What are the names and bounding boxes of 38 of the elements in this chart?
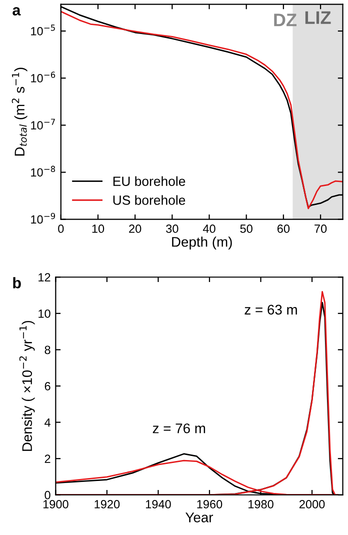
- x-axis-title: Year: [186, 512, 214, 522]
- x-tick-label: 10: [92, 224, 104, 233]
- annotation: z = 76 m: [152, 423, 206, 434]
- y-tick-label: 10$^{−6}$: [31, 72, 56, 82]
- y-axis-title: Density ( ×10$^{−2}$ yr$^{−1}$): [19, 320, 35, 451]
- chart-title: b: [13, 277, 21, 288]
- chart-title: a: [12, 7, 21, 16]
- legend-label: US borehole: [113, 195, 186, 205]
- x-tick-label: 60: [277, 224, 290, 233]
- x-tick-label: 1960: [197, 500, 222, 508]
- y-tick-label: 2: [44, 454, 50, 463]
- x-axis-title: Depth (m): [172, 236, 232, 250]
- x-tick-label: 1920: [94, 500, 120, 508]
- x-tick-label: 1940: [146, 500, 171, 508]
- y-tick-label: 10: [38, 309, 50, 318]
- x-tick-label: 40: [202, 224, 216, 233]
- y-tick-label: 8: [44, 346, 50, 354]
- y-axis-title: D$_{total}$ (m$^{2}$ s$^{−1}$): [12, 68, 28, 156]
- x-tick-label: 1980: [248, 500, 274, 508]
- annotation: DZ: [274, 14, 297, 26]
- x-tick-label: 50: [240, 224, 252, 233]
- annotation: z = 63 m: [244, 304, 297, 315]
- legend-label: EU borehole: [113, 176, 186, 186]
- x-tick-label: 2000: [299, 500, 325, 508]
- y-tick-label: 10$^{−9}$: [31, 212, 56, 224]
- y-tick-label: 10$^{−7}$: [31, 118, 55, 130]
- y-tick-label: 10$^{−5}$: [31, 24, 55, 36]
- x-tick-label: 1900: [43, 500, 68, 508]
- y-tick-label: 4: [44, 418, 50, 427]
- x-tick-label: 30: [166, 224, 178, 233]
- x-tick-label: 20: [129, 224, 142, 233]
- band-label: LIZ: [305, 11, 331, 24]
- y-tick-label: 10$^{−8}$: [31, 166, 56, 177]
- y-tick-label: 0: [44, 490, 50, 500]
- x-tick-label: 0: [58, 224, 64, 233]
- y-tick-label: 6: [44, 382, 50, 390]
- x-tick-label: 70: [314, 224, 327, 233]
- y-tick-label: 12: [38, 273, 50, 282]
